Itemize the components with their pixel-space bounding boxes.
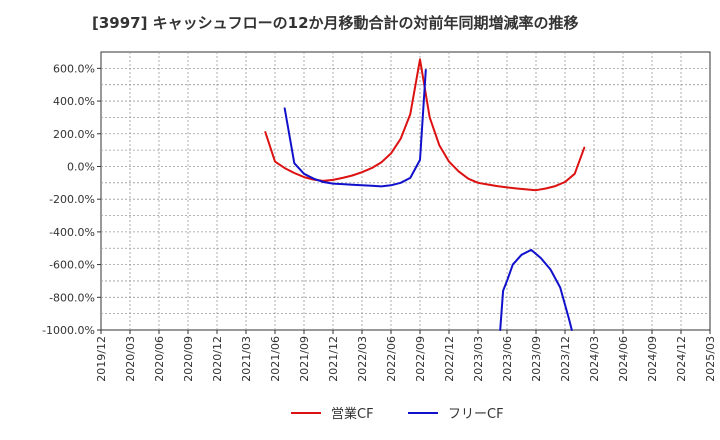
chart-title: [3997] キャッシュフローの12か月移動合計の対前年同期増減率の推移 (92, 14, 579, 32)
x-tick-label: 2021/12 (327, 336, 340, 382)
x-tick-label: 2023/03 (472, 336, 485, 382)
x-tick-label: 2021/09 (298, 336, 311, 382)
x-tick-label: 2025/03 (704, 336, 717, 382)
x-tick-label: 2020/12 (211, 336, 224, 382)
y-tick-label: -600.0% (49, 259, 95, 272)
x-tick-label: 2024/03 (588, 336, 601, 382)
x-tick-label: 2020/09 (182, 336, 195, 382)
series-line (499, 248, 573, 331)
y-tick-label: -800.0% (49, 291, 95, 304)
y-tick-label: 400.0% (53, 95, 95, 108)
x-tick-label: 2020/03 (124, 336, 137, 382)
x-tick-label: 2024/09 (646, 336, 659, 382)
y-tick-label: 0.0% (67, 160, 95, 173)
y-tick-label: -200.0% (49, 193, 95, 206)
y-tick-label: 200.0% (53, 128, 95, 141)
x-tick-label: 2022/12 (443, 336, 456, 382)
x-tick-label: 2020/06 (153, 336, 166, 382)
legend-label: フリーCF (448, 407, 504, 422)
y-tick-label: 600.0% (53, 62, 95, 75)
x-tick-label: 2019/12 (95, 336, 108, 382)
x-tick-label: 2021/06 (269, 336, 282, 382)
x-tick-label: 2023/06 (501, 336, 514, 382)
y-tick-label: -1000.0% (42, 324, 95, 337)
series-line (283, 69, 427, 188)
y-tick-label: -400.0% (49, 226, 95, 239)
x-tick-label: 2022/03 (356, 336, 369, 382)
x-tick-label: 2022/06 (385, 336, 398, 382)
legend-label: 営業CF (331, 406, 374, 422)
x-tick-label: 2023/12 (559, 336, 572, 382)
x-tick-label: 2024/06 (617, 336, 630, 382)
x-tick-label: 2024/12 (675, 336, 688, 382)
x-tick-label: 2022/09 (414, 336, 427, 382)
x-tick-label: 2021/03 (240, 336, 253, 382)
x-tick-label: 2023/09 (530, 336, 543, 382)
plot-area (100, 51, 711, 331)
